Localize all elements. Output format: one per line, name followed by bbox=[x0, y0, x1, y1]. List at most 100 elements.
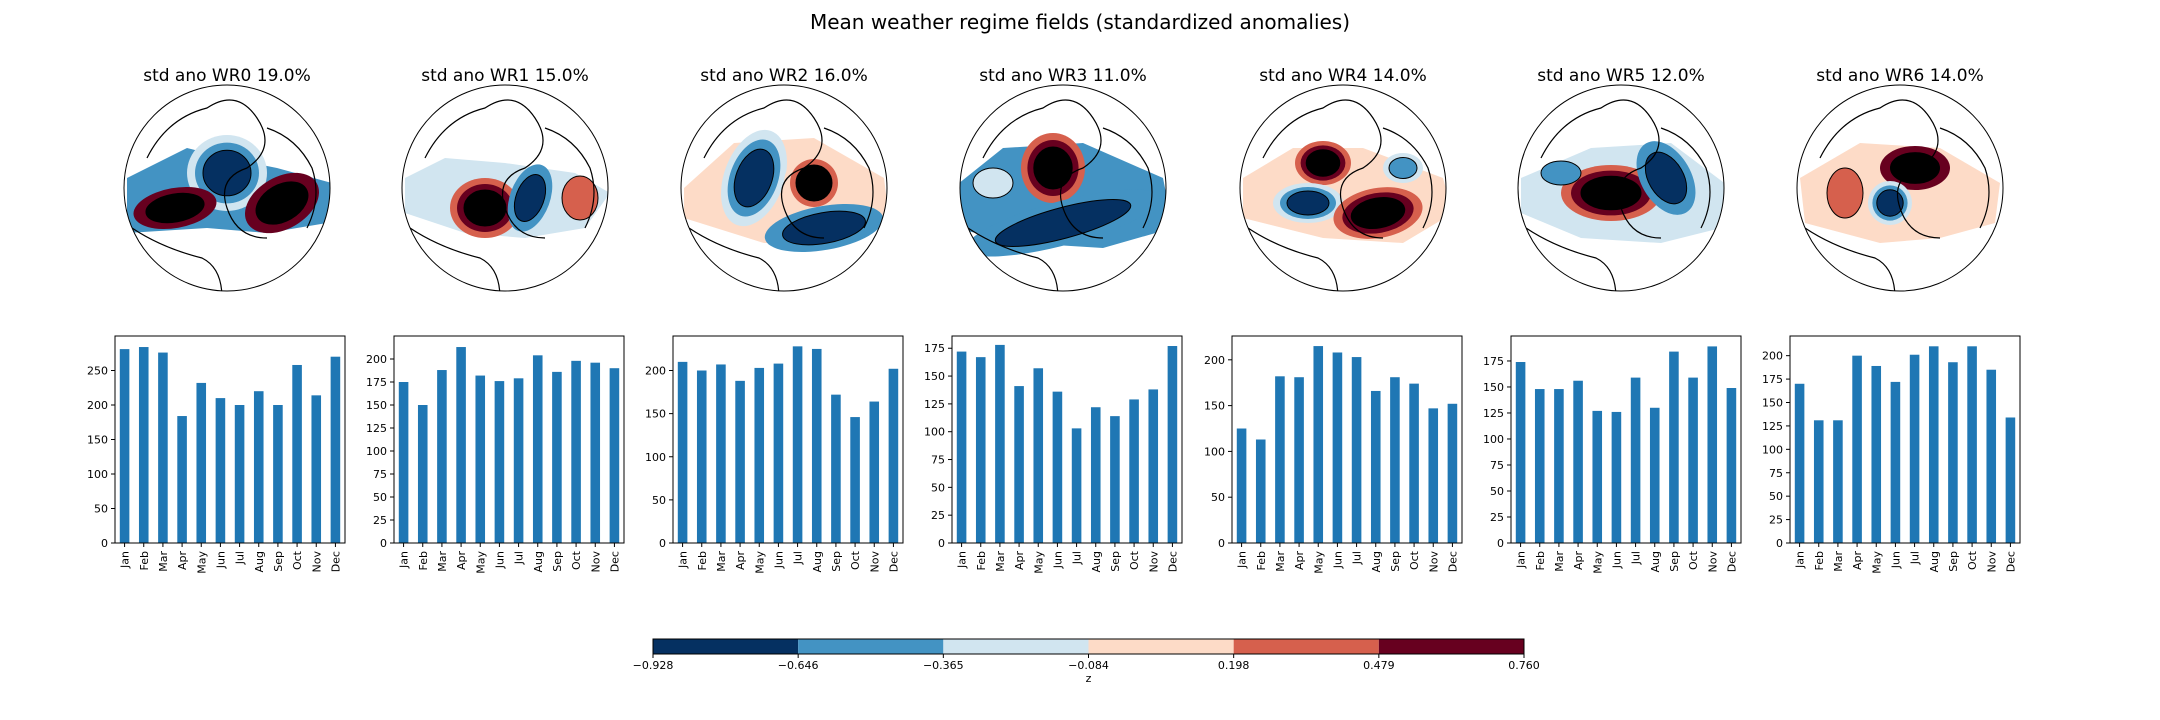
x-tick-label: Jan bbox=[1236, 551, 1249, 569]
bar-sep bbox=[273, 405, 283, 543]
bar-apr bbox=[1294, 377, 1304, 543]
bar-apr bbox=[735, 380, 745, 543]
axes-frame bbox=[114, 335, 346, 544]
axes-frame bbox=[1510, 335, 1742, 544]
y-tick-label: 50 bbox=[94, 503, 108, 516]
x-tick-label: Nov bbox=[310, 551, 323, 573]
bar-oct bbox=[1409, 383, 1419, 543]
colorbar-segment bbox=[1088, 639, 1234, 654]
map-title: std ano WR1 15.0% bbox=[421, 66, 589, 86]
contour-blob bbox=[782, 210, 866, 246]
x-tick-label: Nov bbox=[1985, 551, 1998, 573]
contour-blob bbox=[1305, 149, 1341, 177]
contour-blob bbox=[733, 148, 775, 208]
map-boundary bbox=[680, 84, 888, 292]
panel-wr1: std ano WR1 15.0% 0 25 50 75 100 125 150 175 200 J… bbox=[366, 66, 625, 574]
x-tick-label: Jun bbox=[1889, 551, 1902, 569]
colorbar-tick-label: −0.646 bbox=[778, 659, 819, 672]
x-tick-label: Jun bbox=[214, 551, 227, 569]
x-tick-label: May bbox=[753, 551, 766, 574]
bar-may bbox=[1592, 410, 1603, 543]
map-title: std ano WR5 12.0% bbox=[1537, 66, 1705, 86]
bar-feb bbox=[417, 405, 428, 543]
bar-nov bbox=[1428, 408, 1439, 543]
bar-aug bbox=[1928, 346, 1939, 543]
x-tick-label: Oct bbox=[1687, 550, 1700, 570]
y-tick-label: 175 bbox=[1483, 355, 1504, 368]
contour-blob bbox=[1644, 151, 1688, 205]
bar-feb bbox=[1255, 439, 1266, 543]
bar-dec bbox=[1726, 388, 1737, 543]
x-tick-label: Jun bbox=[772, 551, 785, 569]
bar-jun bbox=[494, 381, 505, 543]
contour-blob bbox=[1890, 152, 1940, 184]
contour-blob bbox=[1580, 175, 1642, 211]
contour-blob bbox=[1286, 190, 1330, 216]
bar-oct bbox=[1688, 377, 1698, 543]
coastline bbox=[1525, 99, 1711, 291]
bar-nov bbox=[590, 362, 601, 543]
map-boundary bbox=[959, 84, 1167, 292]
x-tick-label: Mar bbox=[1553, 551, 1566, 572]
bar-feb bbox=[1813, 420, 1824, 543]
x-tick-label: Oct bbox=[849, 550, 862, 570]
bar-jan bbox=[398, 382, 409, 543]
colorbar-tick-label: −0.365 bbox=[923, 659, 964, 672]
bar-nov bbox=[869, 401, 880, 543]
bar-jul bbox=[1071, 428, 1082, 543]
x-tick-label: Nov bbox=[1147, 551, 1160, 573]
bar-apr bbox=[177, 416, 187, 543]
x-tick-label: Sep bbox=[1389, 551, 1402, 572]
x-tick-label: Jul bbox=[234, 551, 247, 565]
bar-dec bbox=[1447, 403, 1458, 543]
y-tick-label: 75 bbox=[373, 468, 387, 481]
contour-blob bbox=[972, 167, 1014, 199]
y-tick-label: 75 bbox=[1769, 467, 1783, 480]
bar-sep bbox=[1948, 362, 1958, 543]
y-tick-label: 0 bbox=[101, 537, 108, 550]
y-tick-label: 200 bbox=[87, 399, 108, 412]
bar-jul bbox=[513, 378, 524, 543]
x-tick-label: Oct bbox=[291, 550, 304, 570]
contour-blob bbox=[513, 173, 547, 223]
colorbar-segment bbox=[798, 639, 944, 654]
x-tick-label: Nov bbox=[1427, 551, 1440, 573]
x-tick-label: Mar bbox=[1832, 551, 1845, 572]
y-tick-label: 0 bbox=[1776, 537, 1783, 550]
y-tick-label: 50 bbox=[1490, 485, 1504, 498]
bar-dec bbox=[1167, 346, 1178, 543]
x-tick-label: Jan bbox=[1515, 551, 1528, 569]
colorbar-segment bbox=[653, 639, 799, 654]
bar-dec bbox=[2005, 417, 2016, 543]
bar-aug bbox=[1370, 390, 1381, 543]
panel-wr5: std ano WR5 12.0% 0 25 50 75 100 125 150 175 Jan F… bbox=[1483, 66, 1742, 574]
y-tick-label: 150 bbox=[1762, 397, 1783, 410]
contour-blob bbox=[561, 175, 599, 221]
bar-apr bbox=[1014, 386, 1024, 543]
contour-blob bbox=[1388, 157, 1418, 179]
bar-sep bbox=[552, 371, 562, 543]
x-tick-label: Aug bbox=[1370, 551, 1383, 572]
x-tick-label: Oct bbox=[570, 550, 583, 570]
y-tick-label: 100 bbox=[645, 451, 666, 464]
coastline bbox=[1247, 99, 1433, 291]
contour-blob bbox=[795, 164, 833, 202]
x-tick-label: Dec bbox=[887, 551, 900, 572]
bar-jan bbox=[956, 351, 967, 543]
x-tick-label: Jun bbox=[1051, 551, 1064, 569]
bar-mar bbox=[158, 352, 168, 543]
bar-feb bbox=[138, 347, 149, 543]
contour-blob bbox=[1350, 197, 1406, 229]
x-tick-label: Mar bbox=[994, 551, 1007, 572]
bar-aug bbox=[253, 391, 264, 543]
contour-blob bbox=[1540, 160, 1582, 186]
panel-wr2: std ano WR2 16.0% 0 50 100 150 200 Jan Feb Mar Ap… bbox=[645, 66, 904, 574]
y-tick-label: 175 bbox=[924, 342, 945, 355]
x-tick-label: May bbox=[1312, 551, 1325, 574]
x-tick-label: May bbox=[1870, 551, 1883, 574]
bar-feb bbox=[1534, 389, 1545, 543]
bar-nov bbox=[311, 395, 322, 543]
bar-jan bbox=[677, 361, 688, 543]
x-tick-label: Oct bbox=[1966, 550, 1979, 570]
x-tick-label: Jul bbox=[1351, 551, 1364, 565]
